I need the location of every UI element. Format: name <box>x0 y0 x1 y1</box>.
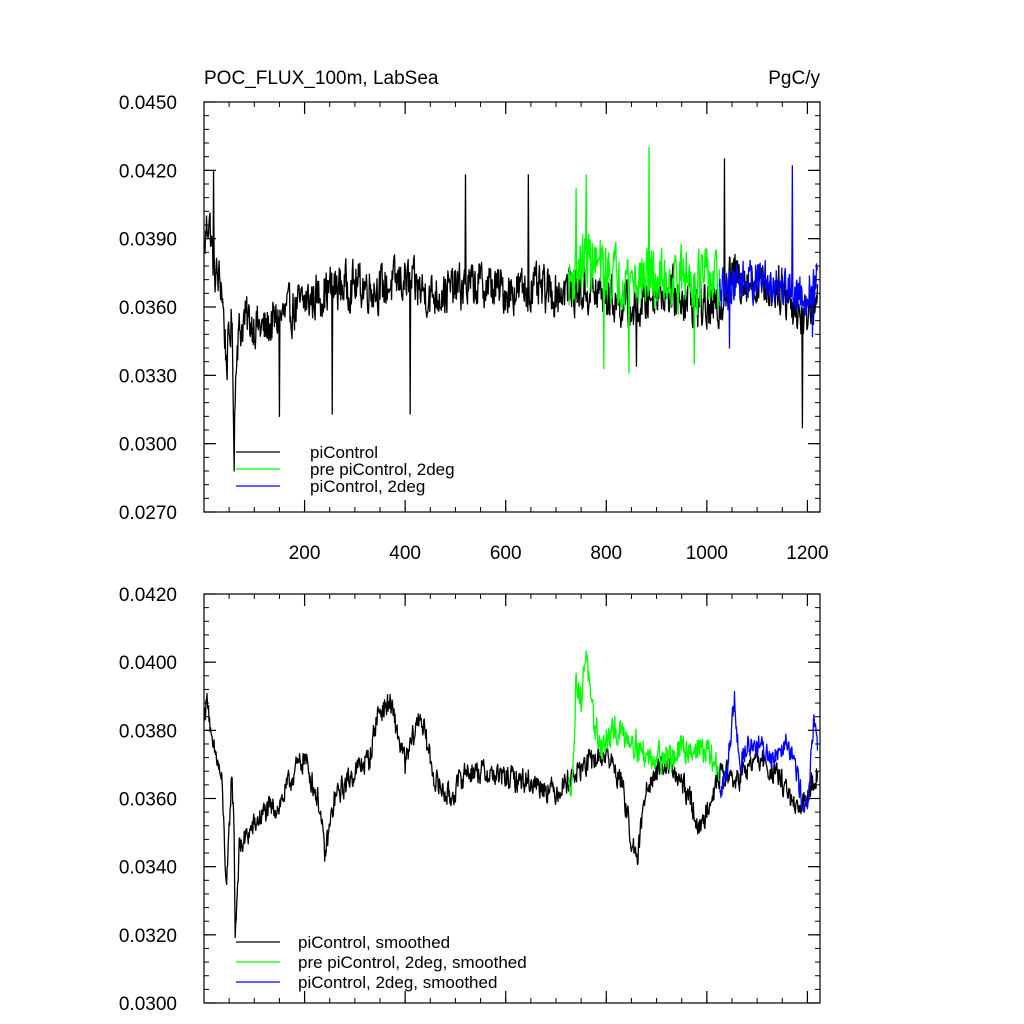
plot-frame <box>203 593 821 1004</box>
y-tick-label: 0.0400 <box>119 653 177 674</box>
y-tick-label: 0.0320 <box>119 926 177 947</box>
legend-label: piControl, smoothed <box>298 933 450 952</box>
y-tick-label: 0.0300 <box>119 435 177 456</box>
series-line-3 <box>718 165 819 349</box>
chart-title: POC_FLUX_100m, LabSea <box>204 68 439 89</box>
legend-label: piControl, 2deg, smoothed <box>298 973 497 992</box>
legend-label: pre piControl, 2deg, smoothed <box>298 953 527 972</box>
bottom-chart-panel: 0.0300 0.0320 0.0340 0.0360 0.0380 0.0400 0.04… <box>119 585 821 1015</box>
x-tick-label: 1000 <box>686 543 728 564</box>
y-tick-label: 0.0330 <box>119 366 177 387</box>
series-line-1 <box>204 692 819 939</box>
legend-label: pre piControl, 2deg <box>310 460 455 479</box>
y-tick-label: 0.0340 <box>119 858 177 879</box>
y-tick-label: 0.0360 <box>119 298 177 319</box>
y-tick-label: 0.0390 <box>119 230 177 251</box>
x-tick-label: 800 <box>590 543 622 564</box>
series-line-2 <box>567 146 721 374</box>
series-line-3 <box>718 690 819 813</box>
y-tick-label: 0.0360 <box>119 790 177 811</box>
legend-label: piControl, 2deg <box>310 477 425 496</box>
series-line-1 <box>204 158 819 472</box>
x-tick-label: 600 <box>490 543 522 564</box>
top-chart-panel: POC_FLUX_100m, LabSea PgC/y 0.0270 0.0300… <box>119 68 829 564</box>
x-tick-label: 1200 <box>786 543 828 564</box>
x-tick-label: 400 <box>389 543 421 564</box>
y-tick-label: 0.0420 <box>119 161 177 182</box>
y-tick-label: 0.0300 <box>119 994 177 1015</box>
units-label: PgC/y <box>768 68 820 89</box>
y-tick-label: 0.0420 <box>119 585 177 606</box>
x-tick-label: 200 <box>289 543 321 564</box>
y-tick-label: 0.0450 <box>119 93 177 114</box>
series-line-2 <box>567 650 720 797</box>
y-tick-label: 0.0380 <box>119 721 177 742</box>
legend-label: piControl <box>310 443 378 462</box>
y-tick-label: 0.0270 <box>119 503 177 524</box>
